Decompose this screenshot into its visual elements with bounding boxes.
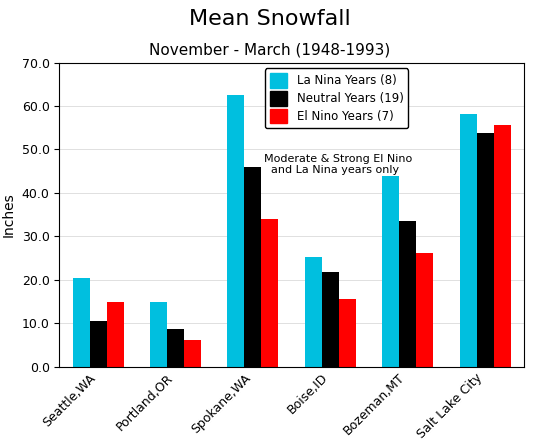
Bar <box>477 133 494 367</box>
Bar <box>399 221 416 367</box>
Bar <box>245 167 261 367</box>
Bar <box>322 272 339 367</box>
Bar <box>90 321 106 367</box>
Bar <box>72 278 90 367</box>
Bar <box>261 219 279 367</box>
Text: Mean Snowfall: Mean Snowfall <box>189 9 351 29</box>
Bar <box>167 329 184 367</box>
Bar <box>150 302 167 367</box>
Bar <box>184 341 201 367</box>
Text: November - March (1948-1993): November - March (1948-1993) <box>150 42 390 58</box>
Bar <box>339 299 356 367</box>
Legend: La Nina Years (8), Neutral Years (19), El Nino Years (7): La Nina Years (8), Neutral Years (19), E… <box>265 68 408 128</box>
Bar <box>305 257 322 367</box>
Bar <box>494 125 511 367</box>
Bar <box>227 95 245 367</box>
Bar <box>460 114 477 367</box>
Text: Moderate & Strong El Nino
  and La Nina years only: Moderate & Strong El Nino and La Nina ye… <box>264 154 412 175</box>
Bar <box>106 302 124 367</box>
Y-axis label: Inches: Inches <box>2 192 16 237</box>
Bar <box>416 253 433 367</box>
Bar <box>382 177 399 367</box>
